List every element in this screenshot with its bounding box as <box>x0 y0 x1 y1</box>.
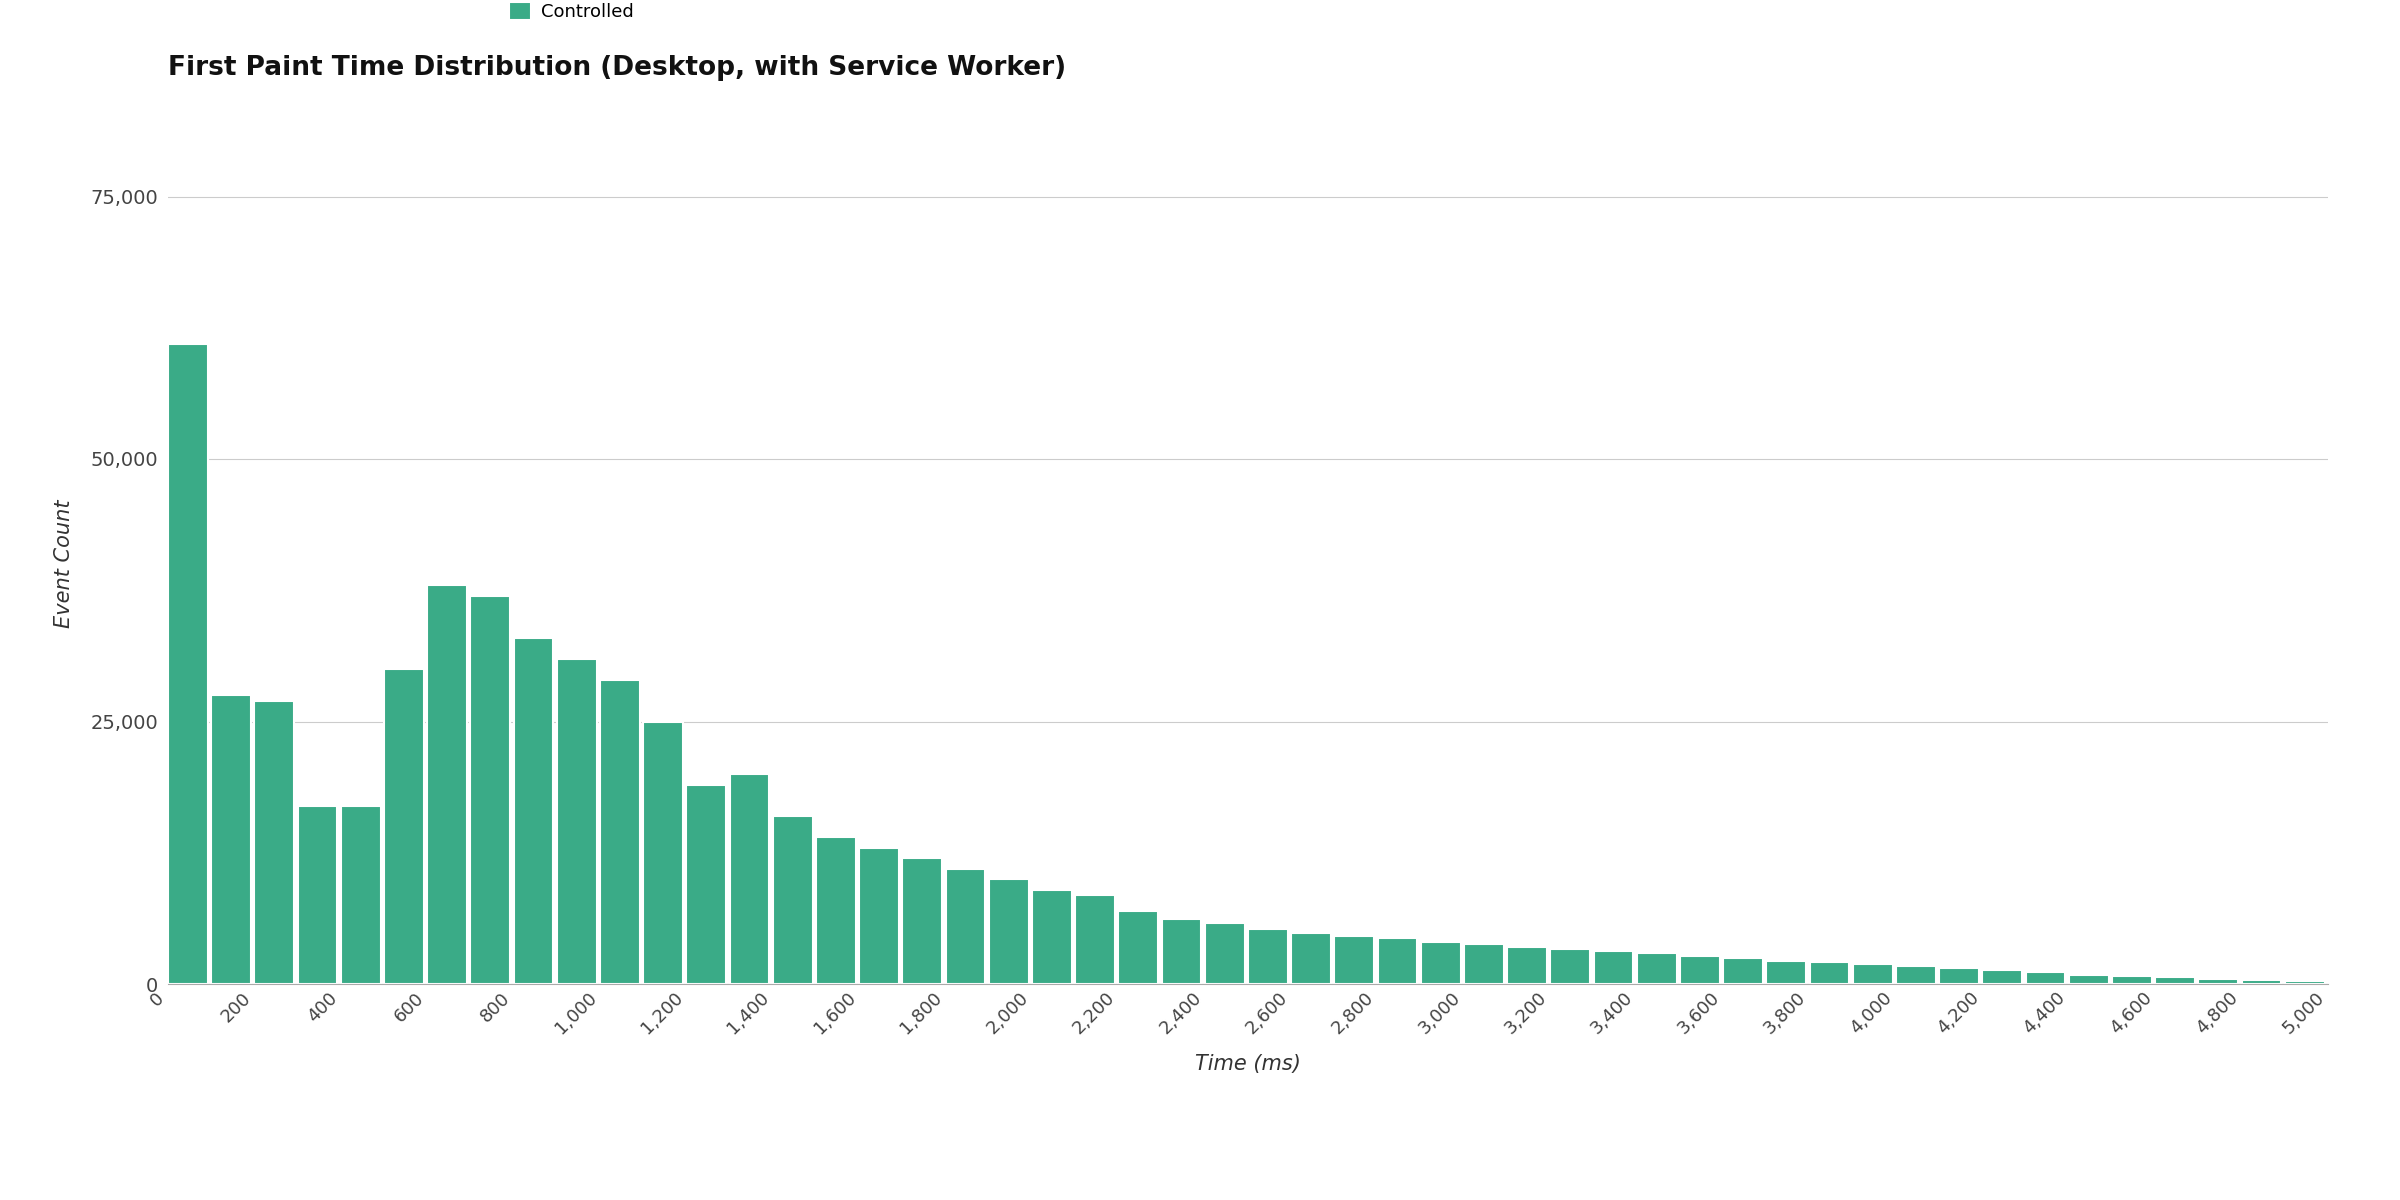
Bar <box>1810 962 1850 984</box>
Bar <box>1032 889 1073 984</box>
Bar <box>2112 976 2153 984</box>
Bar <box>1378 938 1418 984</box>
Bar <box>902 858 943 984</box>
Bar <box>1853 964 1894 984</box>
Bar <box>2285 980 2326 984</box>
Bar <box>254 701 295 984</box>
Bar <box>816 838 857 984</box>
Bar <box>859 847 900 984</box>
Bar <box>1205 923 1246 984</box>
Bar <box>1334 936 1375 984</box>
Bar <box>1118 911 1159 984</box>
Bar <box>2198 979 2239 984</box>
Bar <box>427 584 468 984</box>
Legend: Controlled: Controlled <box>509 2 634 22</box>
Bar <box>298 805 338 984</box>
Bar <box>946 869 986 984</box>
X-axis label: Time (ms): Time (ms) <box>1195 1055 1301 1074</box>
Bar <box>1550 949 1591 984</box>
Bar <box>1507 947 1548 984</box>
Y-axis label: Event Count: Event Count <box>53 499 74 629</box>
Bar <box>557 659 598 984</box>
Bar <box>1464 944 1505 984</box>
Bar <box>600 679 641 984</box>
Bar <box>1723 958 1764 984</box>
Bar <box>686 785 727 984</box>
Bar <box>1248 929 1289 984</box>
Bar <box>1291 932 1332 984</box>
Bar <box>773 816 814 984</box>
Bar <box>2155 977 2196 984</box>
Bar <box>1896 966 1937 984</box>
Bar <box>1637 953 1678 984</box>
Bar <box>168 343 209 984</box>
Bar <box>2242 979 2282 984</box>
Bar <box>1594 952 1634 984</box>
Bar <box>730 774 770 984</box>
Bar <box>2026 972 2066 984</box>
Bar <box>470 595 511 984</box>
Bar <box>643 721 684 984</box>
Bar <box>384 670 425 984</box>
Bar <box>1680 955 1721 984</box>
Bar <box>211 695 252 984</box>
Bar <box>1075 895 1116 984</box>
Bar <box>1421 942 1462 984</box>
Bar <box>514 637 554 984</box>
Bar <box>1162 919 1202 984</box>
Bar <box>1939 968 1980 984</box>
Bar <box>2069 974 2110 984</box>
Bar <box>1766 961 1807 984</box>
Bar <box>989 878 1030 984</box>
Text: First Paint Time Distribution (Desktop, with Service Worker): First Paint Time Distribution (Desktop, … <box>168 54 1066 80</box>
Bar <box>1982 971 2023 984</box>
Bar <box>341 805 382 984</box>
